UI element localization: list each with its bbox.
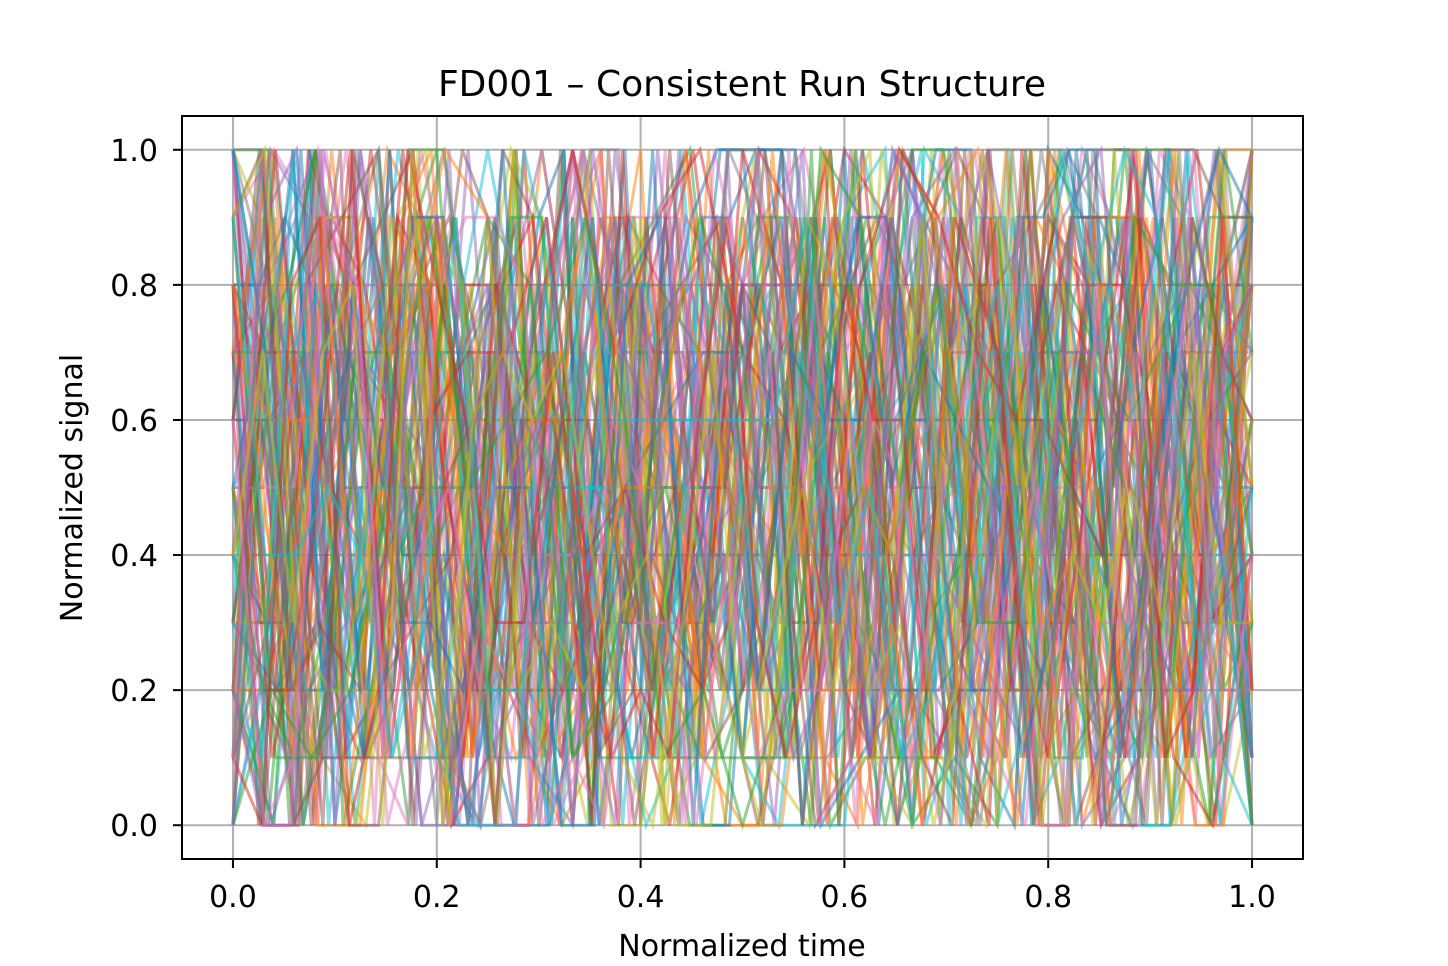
series-line xyxy=(231,148,1252,827)
y-axis-label: Normalized signal xyxy=(55,354,90,622)
series-line xyxy=(231,149,1254,826)
y-axis-ticks: 0.0 0.2 0.4 0.6 0.8 1.0 xyxy=(110,134,182,844)
plot-frame xyxy=(181,115,1304,860)
y-tick-label: 0.4 xyxy=(110,539,158,574)
series-line xyxy=(231,148,1254,831)
y-tick-label: 1.0 xyxy=(110,134,158,169)
chart-title: FD001 – Consistent Run Structure xyxy=(438,64,1046,105)
y-tick-label: 0.8 xyxy=(110,269,158,304)
y-tick-label: 0.2 xyxy=(110,674,158,709)
x-axis-ticks: 0.0 0.2 0.4 0.6 0.8 1.0 xyxy=(209,859,1276,915)
x-tick-label: 1.0 xyxy=(1228,880,1276,915)
x-tick-label: 0.4 xyxy=(617,880,665,915)
series-line xyxy=(231,145,1254,826)
series-line xyxy=(231,149,1252,831)
x-tick-label: 0.0 xyxy=(209,880,257,915)
y-tick-label: 0.6 xyxy=(110,404,158,439)
x-axis-label: Normalized time xyxy=(618,929,865,964)
series-group xyxy=(231,143,1254,832)
x-tick-label: 0.2 xyxy=(413,880,461,915)
x-tick-label: 0.6 xyxy=(821,880,869,915)
y-tick-label: 0.0 xyxy=(110,809,158,844)
x-tick-label: 0.8 xyxy=(1024,880,1072,915)
series-line xyxy=(231,149,1254,826)
series-line xyxy=(231,216,1254,831)
